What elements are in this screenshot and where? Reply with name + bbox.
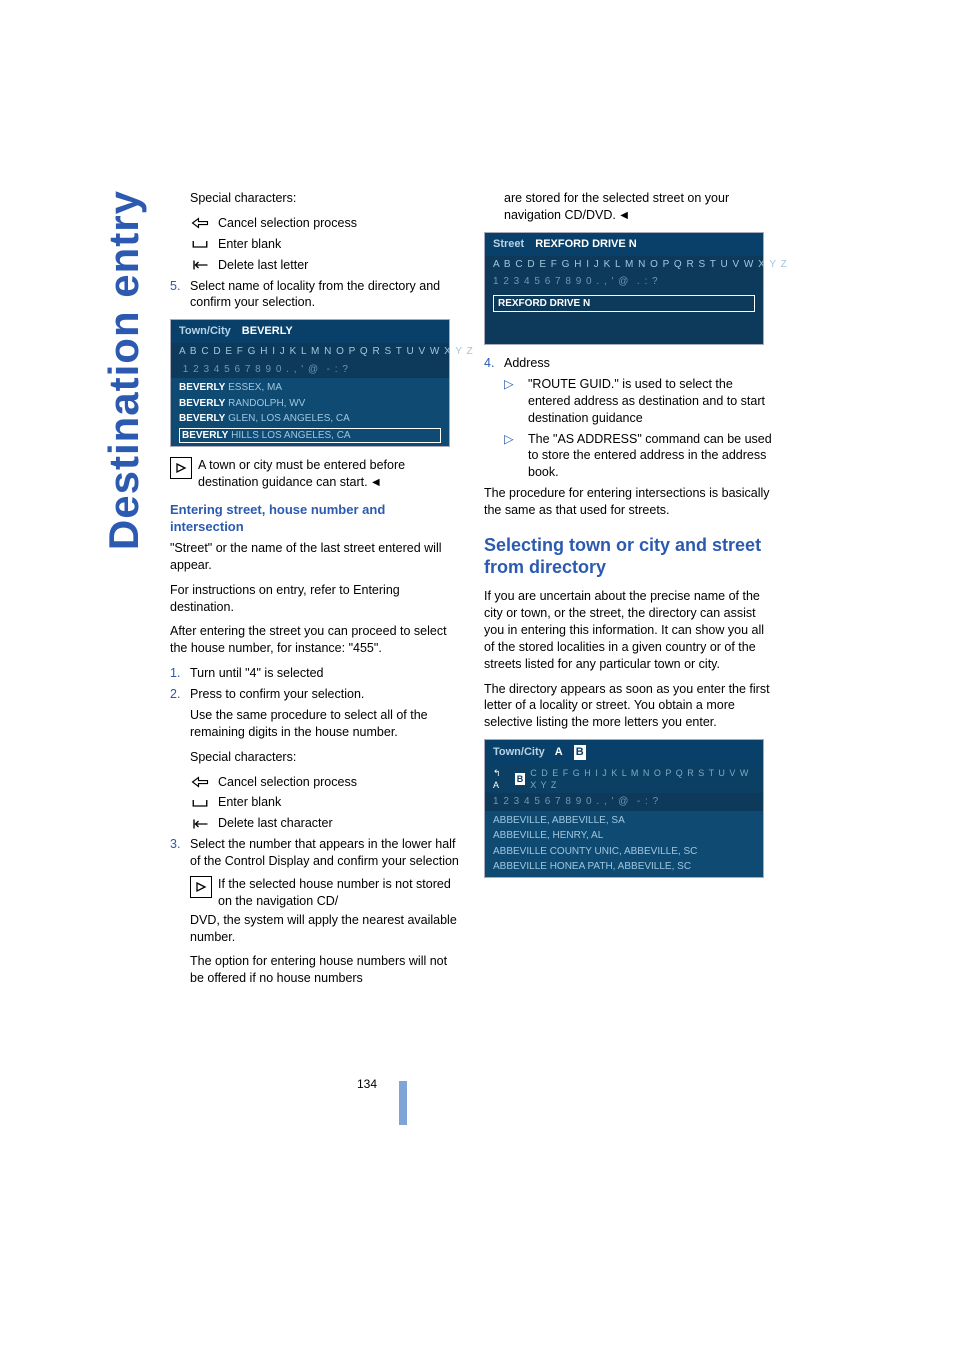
blank-label: Enter blank bbox=[218, 236, 281, 253]
screenshot-street-rexford: Street REXFORD DRIVE N A B C D E F G H I… bbox=[484, 232, 764, 345]
cont-text: are stored for the selected street on yo… bbox=[484, 190, 774, 224]
s2-alpha-row: A B C D E F G H I J K L M N O P Q R S T … bbox=[485, 256, 763, 274]
tip-2: If the selected house number is not stor… bbox=[170, 876, 460, 910]
tip2b-text: DVD, the system will apply the nearest a… bbox=[170, 912, 460, 946]
special-chars-label-2: Special characters: bbox=[170, 749, 460, 766]
cancel-label-2: Cancel selection process bbox=[218, 774, 357, 791]
cancel-line: Cancel selection process bbox=[170, 215, 460, 232]
cancel-label: Cancel selection process bbox=[218, 215, 357, 232]
step-text: Select name of locality from the directo… bbox=[190, 278, 460, 312]
special-chars-label: Special characters: bbox=[170, 190, 460, 207]
list-item: ABBEVILLE, HENRY, AL bbox=[493, 828, 755, 844]
s3-num-row: 1 2 3 4 5 6 7 8 9 0 . , ' @ - : ? bbox=[485, 793, 763, 811]
screenshot-town-ab: Town/City A B ↰ A B C D E F G H I J K L … bbox=[484, 739, 764, 878]
delete-to-start-icon bbox=[190, 818, 210, 830]
p-after: After entering the street you can procee… bbox=[170, 623, 460, 657]
step-number: 2. bbox=[170, 686, 190, 703]
s1-title-value: BEVERLY bbox=[242, 325, 293, 337]
step2-body: Use the same procedure to select all of … bbox=[170, 707, 460, 741]
s3-alpharow: ↰ A B C D E F G H I J K L M N O P Q R S … bbox=[485, 765, 763, 793]
step-3: 3. Select the number that appears in the… bbox=[170, 836, 460, 870]
screenshot-town-beverly: Town/City BEVERLY A B C D E F G H I J K … bbox=[170, 319, 450, 447]
step-number: 4. bbox=[484, 355, 504, 372]
side-tab: Destination entry bbox=[100, 190, 148, 550]
s1-num-row: 1 2 3 4 5 6 7 8 9 0 . , ' @ - : ? bbox=[171, 361, 449, 379]
s3-list: ABBEVILLE, ABBEVILLE, SAABBEVILLE, HENRY… bbox=[485, 811, 763, 877]
right-column: are stored for the selected street on yo… bbox=[484, 190, 774, 995]
step-number: 1. bbox=[170, 665, 190, 682]
page-number-bar bbox=[399, 1081, 407, 1125]
list-item: BEVERLY GLEN, LOS ANGELES, CA bbox=[179, 411, 441, 427]
tip2a-text: If the selected house number is not stor… bbox=[218, 876, 460, 910]
step-number: 5. bbox=[170, 278, 190, 312]
p-intersections: The procedure for entering intersections… bbox=[484, 485, 774, 519]
back-arrow-icon bbox=[190, 217, 210, 229]
tip-icon bbox=[170, 457, 192, 479]
s1-list: BEVERLY ESSEX, MABEVERLY RANDOLPH, WVBEV… bbox=[171, 378, 449, 446]
tip2c-text: The option for entering house numbers wi… bbox=[170, 953, 460, 987]
blank-label-2: Enter blank bbox=[218, 794, 281, 811]
p-instr: For instructions on entry, refer to Ente… bbox=[170, 582, 460, 616]
list-item: ABBEVILLE, ABBEVILLE, SA bbox=[493, 813, 755, 829]
s3-highlight-row: B bbox=[514, 772, 527, 786]
s3-prefix: A bbox=[555, 745, 563, 760]
list-item: BEVERLY HILLS LOS ANGELES, CA bbox=[179, 428, 441, 444]
bullet-2: ▷ The "AS ADDRESS" command can be used t… bbox=[484, 431, 774, 482]
p-dir1: If you are uncertain about the precise n… bbox=[484, 588, 774, 672]
step-text: Select the number that appears in the lo… bbox=[190, 836, 460, 870]
p-street: "Street" or the name of the last street … bbox=[170, 540, 460, 574]
bullet-icon: ▷ bbox=[504, 431, 524, 482]
step-number: 3. bbox=[170, 836, 190, 870]
list-item: ABBEVILLE COUNTY UNIC, ABBEVILLE, SC bbox=[493, 844, 755, 860]
s1-alpha-row: A B C D E F G H I J K L M N O P Q R S T … bbox=[171, 343, 449, 361]
s3-title-label: Town/City bbox=[493, 745, 545, 760]
left-column: Special characters: Cancel selection pro… bbox=[170, 190, 460, 995]
list-item: ABBEVILLE HONEA PATH, ABBEVILLE, SC bbox=[493, 859, 755, 875]
bullet-icon: ▷ bbox=[504, 376, 524, 427]
list-item: BEVERLY RANDOLPH, WV bbox=[179, 396, 441, 412]
delete-char-line: Delete last character bbox=[170, 815, 460, 832]
step-2: 2. Press to confirm your selection. bbox=[170, 686, 460, 703]
blank-line: Enter blank bbox=[170, 236, 460, 253]
space-icon bbox=[190, 797, 210, 809]
delete-to-start-icon bbox=[190, 259, 210, 271]
s3-alpha-rest: C D E F G H I J K L M N O P Q R S T U V … bbox=[530, 767, 755, 791]
delete-letter-line: Delete last letter bbox=[170, 257, 460, 274]
step-text: Press to confirm your selection. bbox=[190, 686, 460, 703]
s2-title-label: Street bbox=[493, 238, 524, 250]
delete-letter-label: Delete last letter bbox=[218, 257, 308, 274]
space-icon bbox=[190, 238, 210, 250]
back-arrow-icon bbox=[190, 776, 210, 788]
step-text: Turn until "4" is selected bbox=[190, 665, 460, 682]
delete-char-label: Delete last character bbox=[218, 815, 333, 832]
step-text: Address bbox=[504, 355, 774, 372]
s2-title-value: REXFORD DRIVE N bbox=[535, 238, 636, 250]
blank-line-2: Enter blank bbox=[170, 794, 460, 811]
step-5: 5. Select name of locality from the dire… bbox=[170, 278, 460, 312]
cancel-line-2: Cancel selection process bbox=[170, 774, 460, 791]
s2-num-row: 1 2 3 4 5 6 7 8 9 0 . , ' @ . : ? bbox=[485, 273, 763, 291]
tip-icon bbox=[190, 876, 212, 898]
bullet-text: "ROUTE GUID." is used to select the ente… bbox=[528, 376, 774, 427]
step-1: 1. Turn until "4" is selected bbox=[170, 665, 460, 682]
s2-entry: REXFORD DRIVE N bbox=[493, 295, 755, 313]
bullet-text: The "AS ADDRESS" command can be used to … bbox=[528, 431, 774, 482]
s1-title-label: Town/City bbox=[179, 325, 231, 337]
big-heading: Selecting town or city and street from d… bbox=[484, 535, 774, 578]
s3-highlight: B bbox=[573, 744, 587, 761]
subhead-street: Entering street, house number and inters… bbox=[170, 501, 460, 536]
step-4: 4. Address bbox=[484, 355, 774, 372]
page-number-block: 134 bbox=[357, 1077, 377, 1091]
list-item: BEVERLY ESSEX, MA bbox=[179, 380, 441, 396]
page-number: 134 bbox=[357, 1077, 377, 1091]
bullet-1: ▷ "ROUTE GUID." is used to select the en… bbox=[484, 376, 774, 427]
tip1-text: A town or city must be entered before de… bbox=[198, 457, 460, 491]
p-dir2: The directory appears as soon as you ent… bbox=[484, 681, 774, 732]
tip-1: A town or city must be entered before de… bbox=[170, 457, 460, 491]
